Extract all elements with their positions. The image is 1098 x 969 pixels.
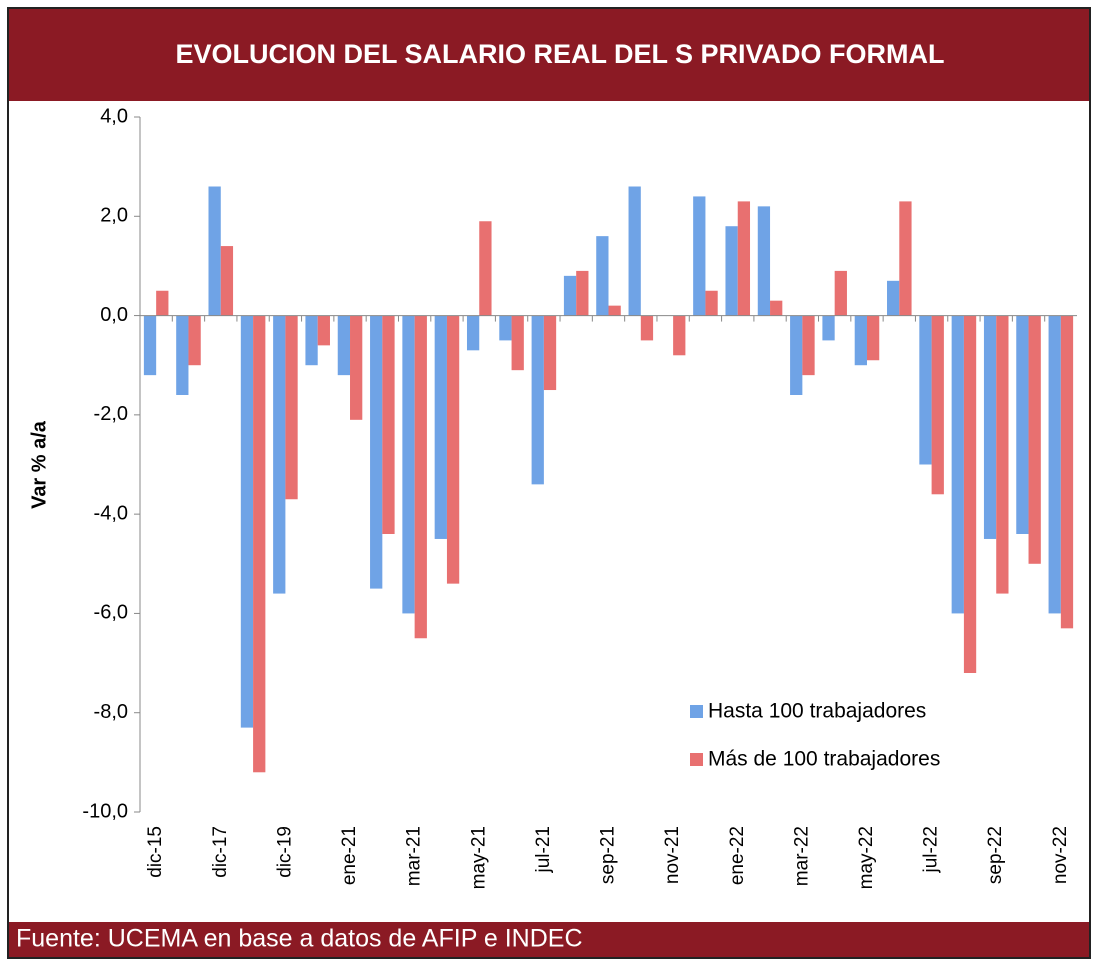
bar bbox=[834, 270, 847, 316]
bar bbox=[350, 315, 363, 420]
bar bbox=[963, 315, 977, 673]
bar bbox=[705, 290, 718, 316]
x-tick-label: ene-21 bbox=[339, 826, 360, 885]
bar bbox=[596, 236, 609, 316]
bar bbox=[253, 315, 266, 773]
bar bbox=[531, 315, 544, 485]
bar bbox=[176, 315, 189, 395]
bar bbox=[983, 315, 997, 539]
x-tick-label: sep-21 bbox=[598, 826, 619, 884]
bar bbox=[576, 270, 589, 316]
y-tick-label: -2,0 bbox=[94, 403, 128, 425]
y-tick-label: 0,0 bbox=[100, 304, 128, 326]
x-tick-label: sep-22 bbox=[985, 826, 1006, 884]
x-tick-label: ene-22 bbox=[727, 826, 748, 885]
bar bbox=[757, 206, 771, 316]
bar bbox=[802, 315, 815, 376]
bar bbox=[725, 226, 738, 316]
y-axis-title: Var % a/a bbox=[28, 420, 50, 509]
y-tick-label: 2,0 bbox=[100, 205, 128, 227]
bar bbox=[737, 201, 751, 316]
bar bbox=[402, 315, 415, 614]
bar bbox=[693, 196, 706, 316]
bar bbox=[996, 315, 1009, 594]
y-tick-label: -4,0 bbox=[94, 502, 128, 524]
legend-label: Hasta 100 trabajadores bbox=[708, 700, 926, 723]
bar bbox=[220, 246, 234, 316]
x-tick-label: may-22 bbox=[856, 826, 877, 889]
bar bbox=[931, 315, 944, 495]
bar bbox=[337, 315, 351, 376]
bar bbox=[143, 315, 157, 376]
bar bbox=[479, 221, 492, 316]
bar bbox=[887, 280, 900, 316]
x-tick-label: mar-22 bbox=[791, 826, 812, 886]
bar bbox=[188, 315, 201, 366]
bar bbox=[285, 315, 298, 500]
x-tick-label: dic-17 bbox=[210, 826, 231, 878]
x-tick-label: mar-21 bbox=[404, 826, 425, 886]
bar bbox=[370, 315, 383, 589]
bar bbox=[414, 315, 427, 639]
bar bbox=[951, 315, 964, 614]
bar bbox=[543, 315, 557, 391]
bar bbox=[770, 300, 783, 316]
bar bbox=[1016, 315, 1029, 534]
title-band bbox=[9, 9, 1089, 101]
bar bbox=[305, 315, 318, 366]
bar bbox=[628, 186, 641, 316]
bar bbox=[208, 186, 221, 316]
bar bbox=[673, 315, 686, 356]
bar bbox=[156, 290, 169, 316]
bar bbox=[1028, 315, 1041, 564]
y-tick-label: 4,0 bbox=[100, 105, 128, 127]
bar bbox=[466, 315, 480, 351]
legend-swatch bbox=[690, 753, 703, 766]
x-tick-label: jul-22 bbox=[921, 826, 942, 873]
y-tick-label: -10,0 bbox=[82, 800, 128, 822]
bar bbox=[240, 315, 254, 728]
bar bbox=[382, 315, 395, 534]
x-tick-label: nov-22 bbox=[1050, 826, 1071, 884]
bar bbox=[640, 315, 654, 341]
y-tick-label: -6,0 bbox=[94, 602, 128, 624]
legend-swatch bbox=[690, 705, 703, 718]
source-band bbox=[9, 922, 1089, 957]
legend-label: Más de 100 trabajadores bbox=[708, 748, 940, 771]
bar bbox=[854, 315, 867, 366]
bar bbox=[1060, 315, 1074, 629]
source: Fuente: UCEMA en base a datos de AFIP e … bbox=[16, 925, 583, 953]
bar bbox=[434, 315, 447, 539]
bar bbox=[273, 315, 286, 594]
x-tick-label: nov-21 bbox=[662, 826, 683, 884]
x-tick-label: dic-19 bbox=[274, 826, 295, 878]
bar bbox=[866, 315, 880, 361]
bar bbox=[1048, 315, 1061, 614]
bar bbox=[608, 305, 621, 316]
bar bbox=[317, 315, 330, 346]
x-tick-label: dic-15 bbox=[145, 826, 166, 878]
bar bbox=[499, 315, 512, 341]
bar bbox=[563, 275, 577, 316]
bar bbox=[446, 315, 460, 584]
y-tick-label: -8,0 bbox=[94, 701, 128, 723]
frame bbox=[7, 7, 1091, 959]
bar bbox=[919, 315, 932, 465]
bar bbox=[790, 315, 803, 395]
x-tick-label: may-21 bbox=[468, 826, 489, 889]
bar bbox=[511, 315, 524, 371]
bar bbox=[899, 201, 912, 316]
bar bbox=[822, 315, 835, 341]
x-tick-label: jul-21 bbox=[533, 826, 554, 873]
chart-title: EVOLUCION DEL SALARIO REAL DEL S PRIVADO… bbox=[175, 39, 944, 69]
